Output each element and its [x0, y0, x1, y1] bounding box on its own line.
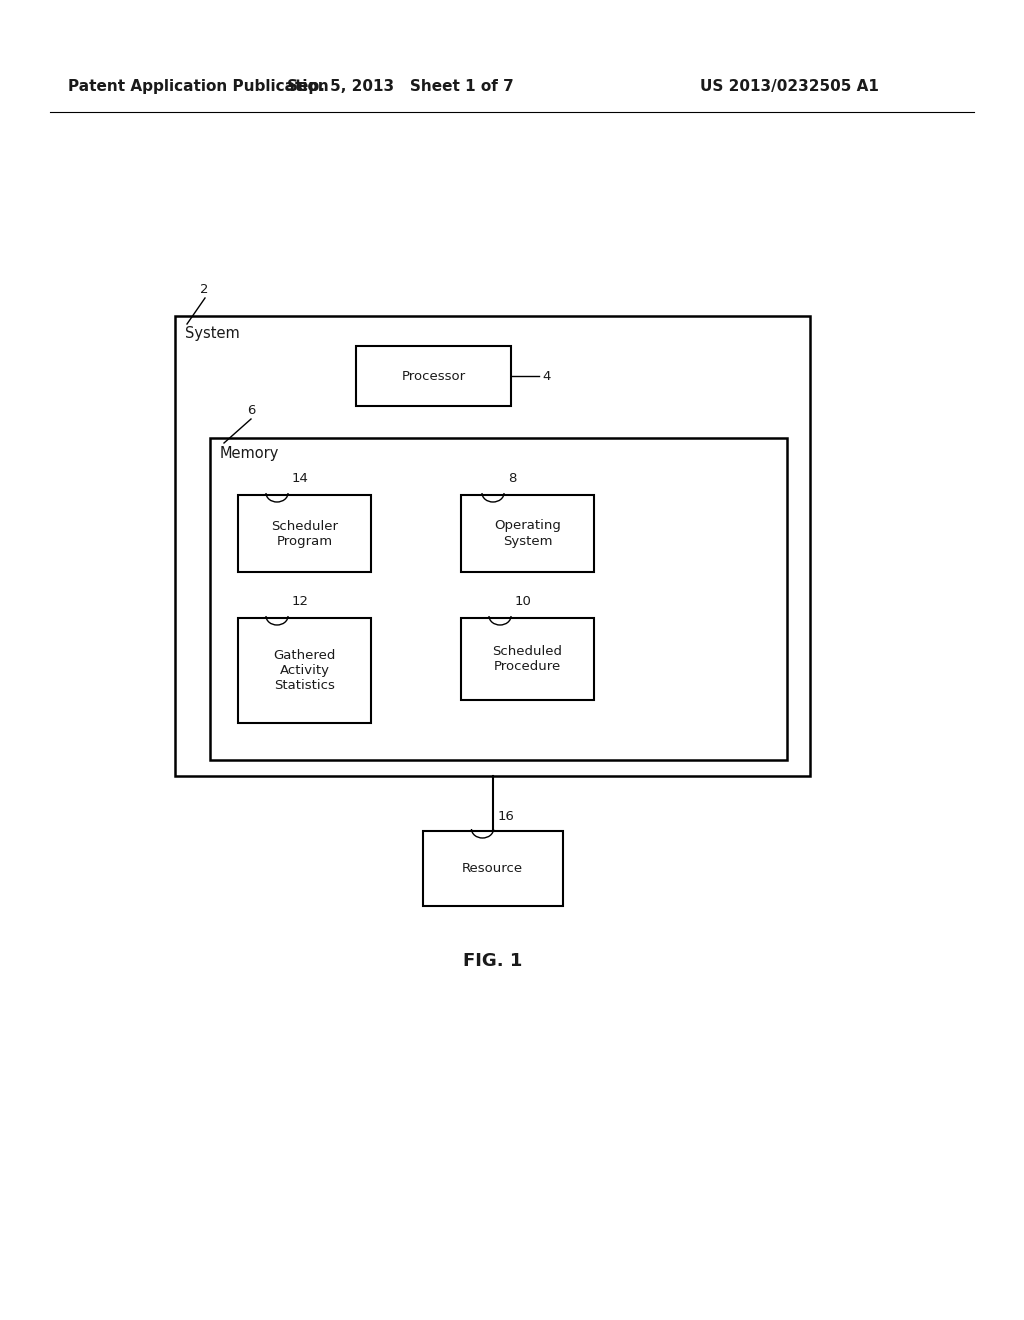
- Text: 6: 6: [247, 404, 255, 417]
- Text: 14: 14: [292, 473, 309, 484]
- Text: 2: 2: [200, 282, 209, 296]
- Text: Patent Application Publication: Patent Application Publication: [68, 79, 329, 95]
- Bar: [356, 346, 511, 407]
- Text: Sep. 5, 2013   Sheet 1 of 7: Sep. 5, 2013 Sheet 1 of 7: [287, 79, 513, 95]
- Text: Processor: Processor: [401, 370, 466, 383]
- Bar: [238, 618, 371, 723]
- Text: Scheduler
Program: Scheduler Program: [271, 520, 338, 548]
- Bar: [210, 438, 787, 760]
- Text: Operating
System: Operating System: [494, 520, 561, 548]
- Bar: [238, 495, 371, 572]
- Bar: [461, 618, 594, 700]
- Bar: [423, 832, 562, 906]
- Text: 8: 8: [508, 473, 516, 484]
- Text: 10: 10: [515, 595, 531, 609]
- Text: Memory: Memory: [220, 446, 280, 461]
- Text: Resource: Resource: [462, 862, 523, 875]
- Text: 4: 4: [542, 370, 550, 383]
- Text: Scheduled
Procedure: Scheduled Procedure: [493, 645, 562, 673]
- Bar: [461, 495, 594, 572]
- Text: System: System: [185, 326, 240, 341]
- Text: US 2013/0232505 A1: US 2013/0232505 A1: [700, 79, 879, 95]
- Bar: [175, 315, 810, 776]
- Text: FIG. 1: FIG. 1: [463, 952, 522, 970]
- Text: Gathered
Activity
Statistics: Gathered Activity Statistics: [273, 649, 336, 692]
- Text: 12: 12: [292, 595, 309, 609]
- Text: 16: 16: [498, 810, 514, 822]
